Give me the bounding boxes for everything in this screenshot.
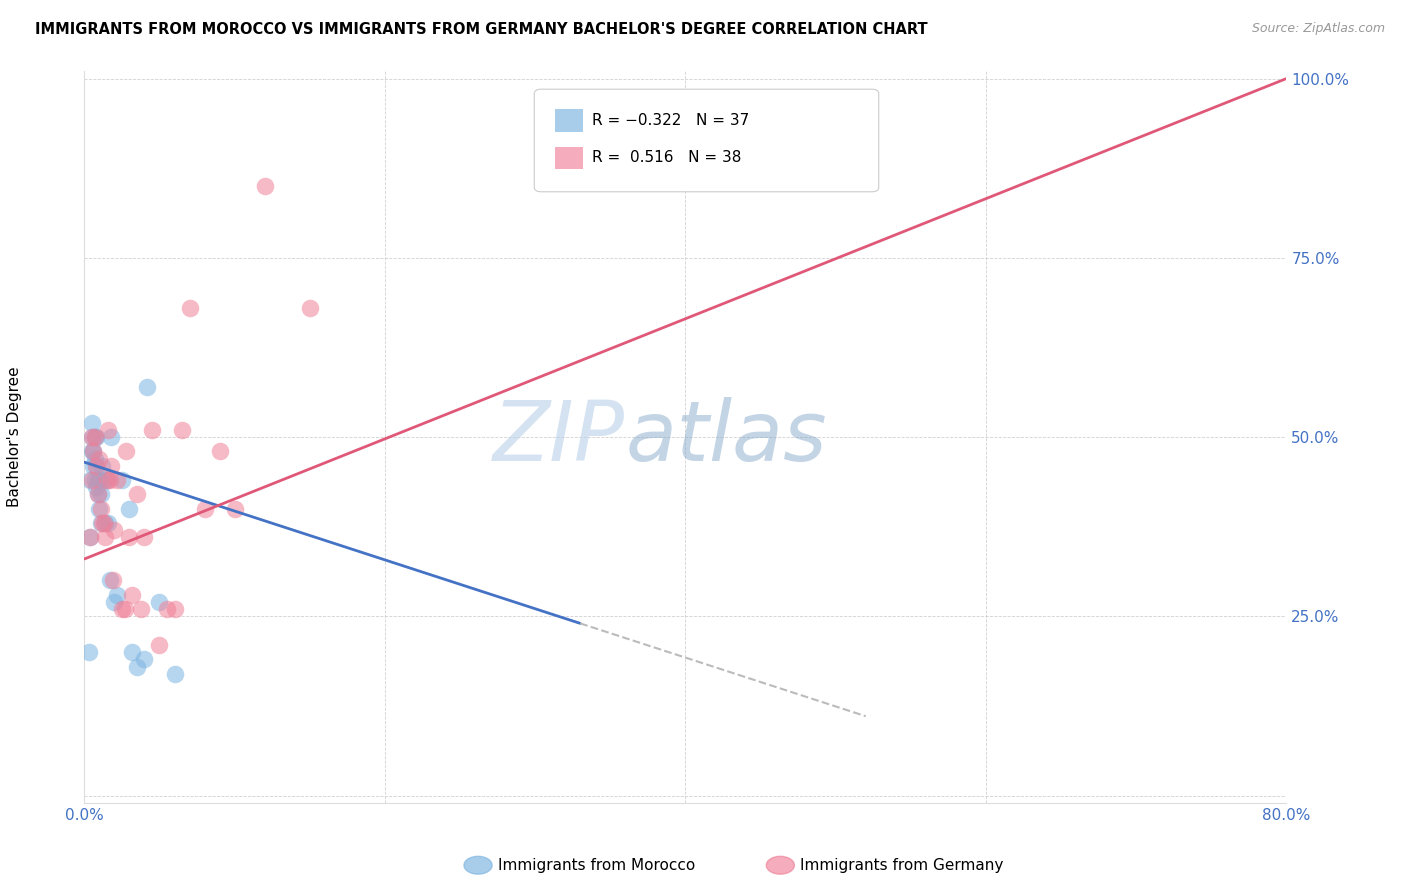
Point [90, 501, 112, 516]
Point [103, 524, 125, 538]
Point [163, 602, 186, 616]
Point [89, 451, 111, 466]
Point [136, 380, 159, 394]
Point [82, 444, 104, 458]
Point [125, 659, 148, 673]
Point [86, 458, 108, 473]
Point [194, 501, 217, 516]
Point [89, 501, 111, 516]
Point [163, 666, 186, 681]
Point [79, 531, 101, 545]
Point [80, 430, 103, 444]
Point [91, 516, 114, 530]
Point [94, 516, 117, 530]
Point [96, 473, 118, 487]
Text: ZIP: ZIP [494, 397, 626, 477]
Point [100, 458, 122, 473]
Text: atlas: atlas [626, 397, 827, 477]
Point [107, 588, 129, 602]
Point [80, 473, 103, 487]
Point [80, 430, 103, 444]
Point [148, 638, 170, 652]
Point [134, 652, 156, 666]
Point [125, 487, 148, 501]
Point [253, 179, 276, 194]
Text: R = −0.322   N = 37: R = −0.322 N = 37 [592, 113, 749, 128]
Point [115, 444, 138, 458]
Point [79, 473, 101, 487]
Point [87, 487, 110, 501]
Point [170, 423, 193, 437]
Point [89, 473, 111, 487]
Point [83, 430, 105, 444]
Point [111, 473, 134, 487]
Point [86, 458, 108, 473]
Point [118, 501, 141, 516]
Point [96, 473, 118, 487]
Point [80, 416, 103, 430]
Text: Source: ZipAtlas.com: Source: ZipAtlas.com [1251, 22, 1385, 36]
Point [87, 487, 110, 501]
Point [77, 645, 100, 659]
Point [118, 531, 141, 545]
Point [93, 473, 115, 487]
Point [298, 301, 321, 315]
Point [87, 473, 110, 487]
Point [121, 645, 143, 659]
Point [107, 473, 129, 487]
Point [131, 602, 153, 616]
Text: Immigrants from Morocco: Immigrants from Morocco [498, 858, 695, 872]
Point [79, 531, 101, 545]
Point [97, 423, 120, 437]
Point [93, 516, 115, 530]
Point [111, 602, 134, 616]
Point [86, 480, 108, 494]
Point [86, 430, 108, 444]
Point [224, 501, 246, 516]
Point [103, 595, 125, 609]
Text: IMMIGRANTS FROM MOROCCO VS IMMIGRANTS FROM GERMANY BACHELOR'S DEGREE CORRELATION: IMMIGRANTS FROM MOROCCO VS IMMIGRANTS FR… [35, 22, 928, 37]
Text: Immigrants from Germany: Immigrants from Germany [800, 858, 1004, 872]
Point [90, 487, 112, 501]
Point [83, 451, 105, 466]
Point [179, 301, 201, 315]
Point [156, 602, 179, 616]
Point [82, 458, 104, 473]
Point [98, 574, 121, 588]
Text: R =  0.516   N = 38: R = 0.516 N = 38 [592, 151, 741, 165]
Point [83, 430, 105, 444]
Point [98, 473, 121, 487]
Point [94, 531, 117, 545]
Point [82, 444, 104, 458]
Point [80, 444, 103, 458]
Point [100, 430, 122, 444]
Point [97, 516, 120, 530]
Point [141, 423, 163, 437]
Point [91, 458, 114, 473]
Point [208, 444, 231, 458]
Point [121, 588, 143, 602]
Point [101, 574, 124, 588]
Point [83, 473, 105, 487]
Y-axis label: Bachelor's Degree: Bachelor's Degree [7, 367, 22, 508]
Point [114, 602, 136, 616]
Point [134, 531, 156, 545]
Point [148, 595, 170, 609]
Point [90, 516, 112, 530]
